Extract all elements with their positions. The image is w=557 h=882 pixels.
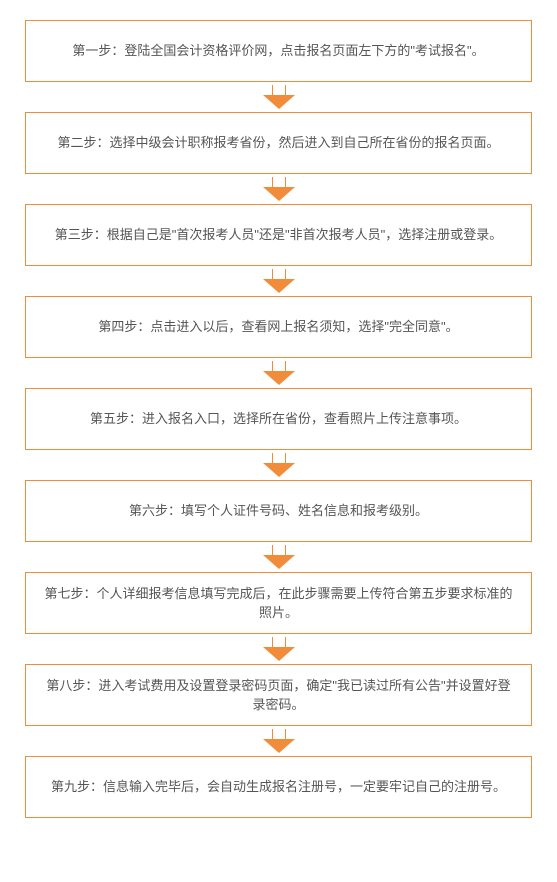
arrow-down-icon — [263, 453, 295, 477]
step-text: 第五步：进入报名入口，选择所在省份，查看照片上传注意事项。 — [90, 409, 467, 429]
step-box-8: 第八步：进入考试费用及设置登录密码页面，确定"我已读过所有公告"并设置好登录密码… — [25, 664, 532, 726]
step-box-3: 第三步：根据自己是"首次报考人员"还是"非首次报考人员"，选择注册或登录。 — [25, 204, 532, 266]
arrow-down-icon — [263, 729, 295, 753]
step-box-4: 第四步：点击进入以后，查看网上报名须知，选择"完全同意"。 — [25, 296, 532, 358]
step-box-7: 第七步：个人详细报考信息填写完成后，在此步骤需要上传符合第五步要求标准的照片。 — [25, 572, 532, 634]
arrow-down-icon — [263, 85, 295, 109]
step-text: 第二步：选择中级会计职称报考省份，然后进入到自己所在省份的报名页面。 — [57, 133, 499, 153]
step-box-1: 第一步：登陆全国会计资格评价网，点击报名页面左下方的"考试报名"。 — [25, 20, 532, 82]
step-box-9: 第九步：信息输入完毕后，会自动生成报名注册号，一定要牢记自己的注册号。 — [25, 756, 532, 818]
step-box-6: 第六步：填写个人证件号码、姓名信息和报考级别。 — [25, 480, 532, 542]
step-text: 第六步：填写个人证件号码、姓名信息和报考级别。 — [129, 501, 428, 521]
step-text: 第七步：个人详细报考信息填写完成后，在此步骤需要上传符合第五步要求标准的照片。 — [40, 584, 517, 623]
arrow-down-icon — [263, 545, 295, 569]
step-text: 第九步：信息输入完毕后，会自动生成报名注册号，一定要牢记自己的注册号。 — [51, 777, 506, 797]
step-text: 第三步：根据自己是"首次报考人员"还是"非首次报考人员"，选择注册或登录。 — [55, 225, 502, 245]
arrow-down-icon — [263, 177, 295, 201]
arrow-down-icon — [263, 637, 295, 661]
arrow-down-icon — [263, 361, 295, 385]
step-box-5: 第五步：进入报名入口，选择所在省份，查看照片上传注意事项。 — [25, 388, 532, 450]
flowchart-container: 第一步：登陆全国会计资格评价网，点击报名页面左下方的"考试报名"。第二步：选择中… — [25, 20, 532, 818]
step-box-2: 第二步：选择中级会计职称报考省份，然后进入到自己所在省份的报名页面。 — [25, 112, 532, 174]
step-text: 第八步：进入考试费用及设置登录密码页面，确定"我已读过所有公告"并设置好登录密码… — [40, 676, 517, 715]
step-text: 第一步：登陆全国会计资格评价网，点击报名页面左下方的"考试报名"。 — [72, 41, 484, 61]
arrow-down-icon — [263, 269, 295, 293]
step-text: 第四步：点击进入以后，查看网上报名须知，选择"完全同意"。 — [98, 317, 458, 337]
